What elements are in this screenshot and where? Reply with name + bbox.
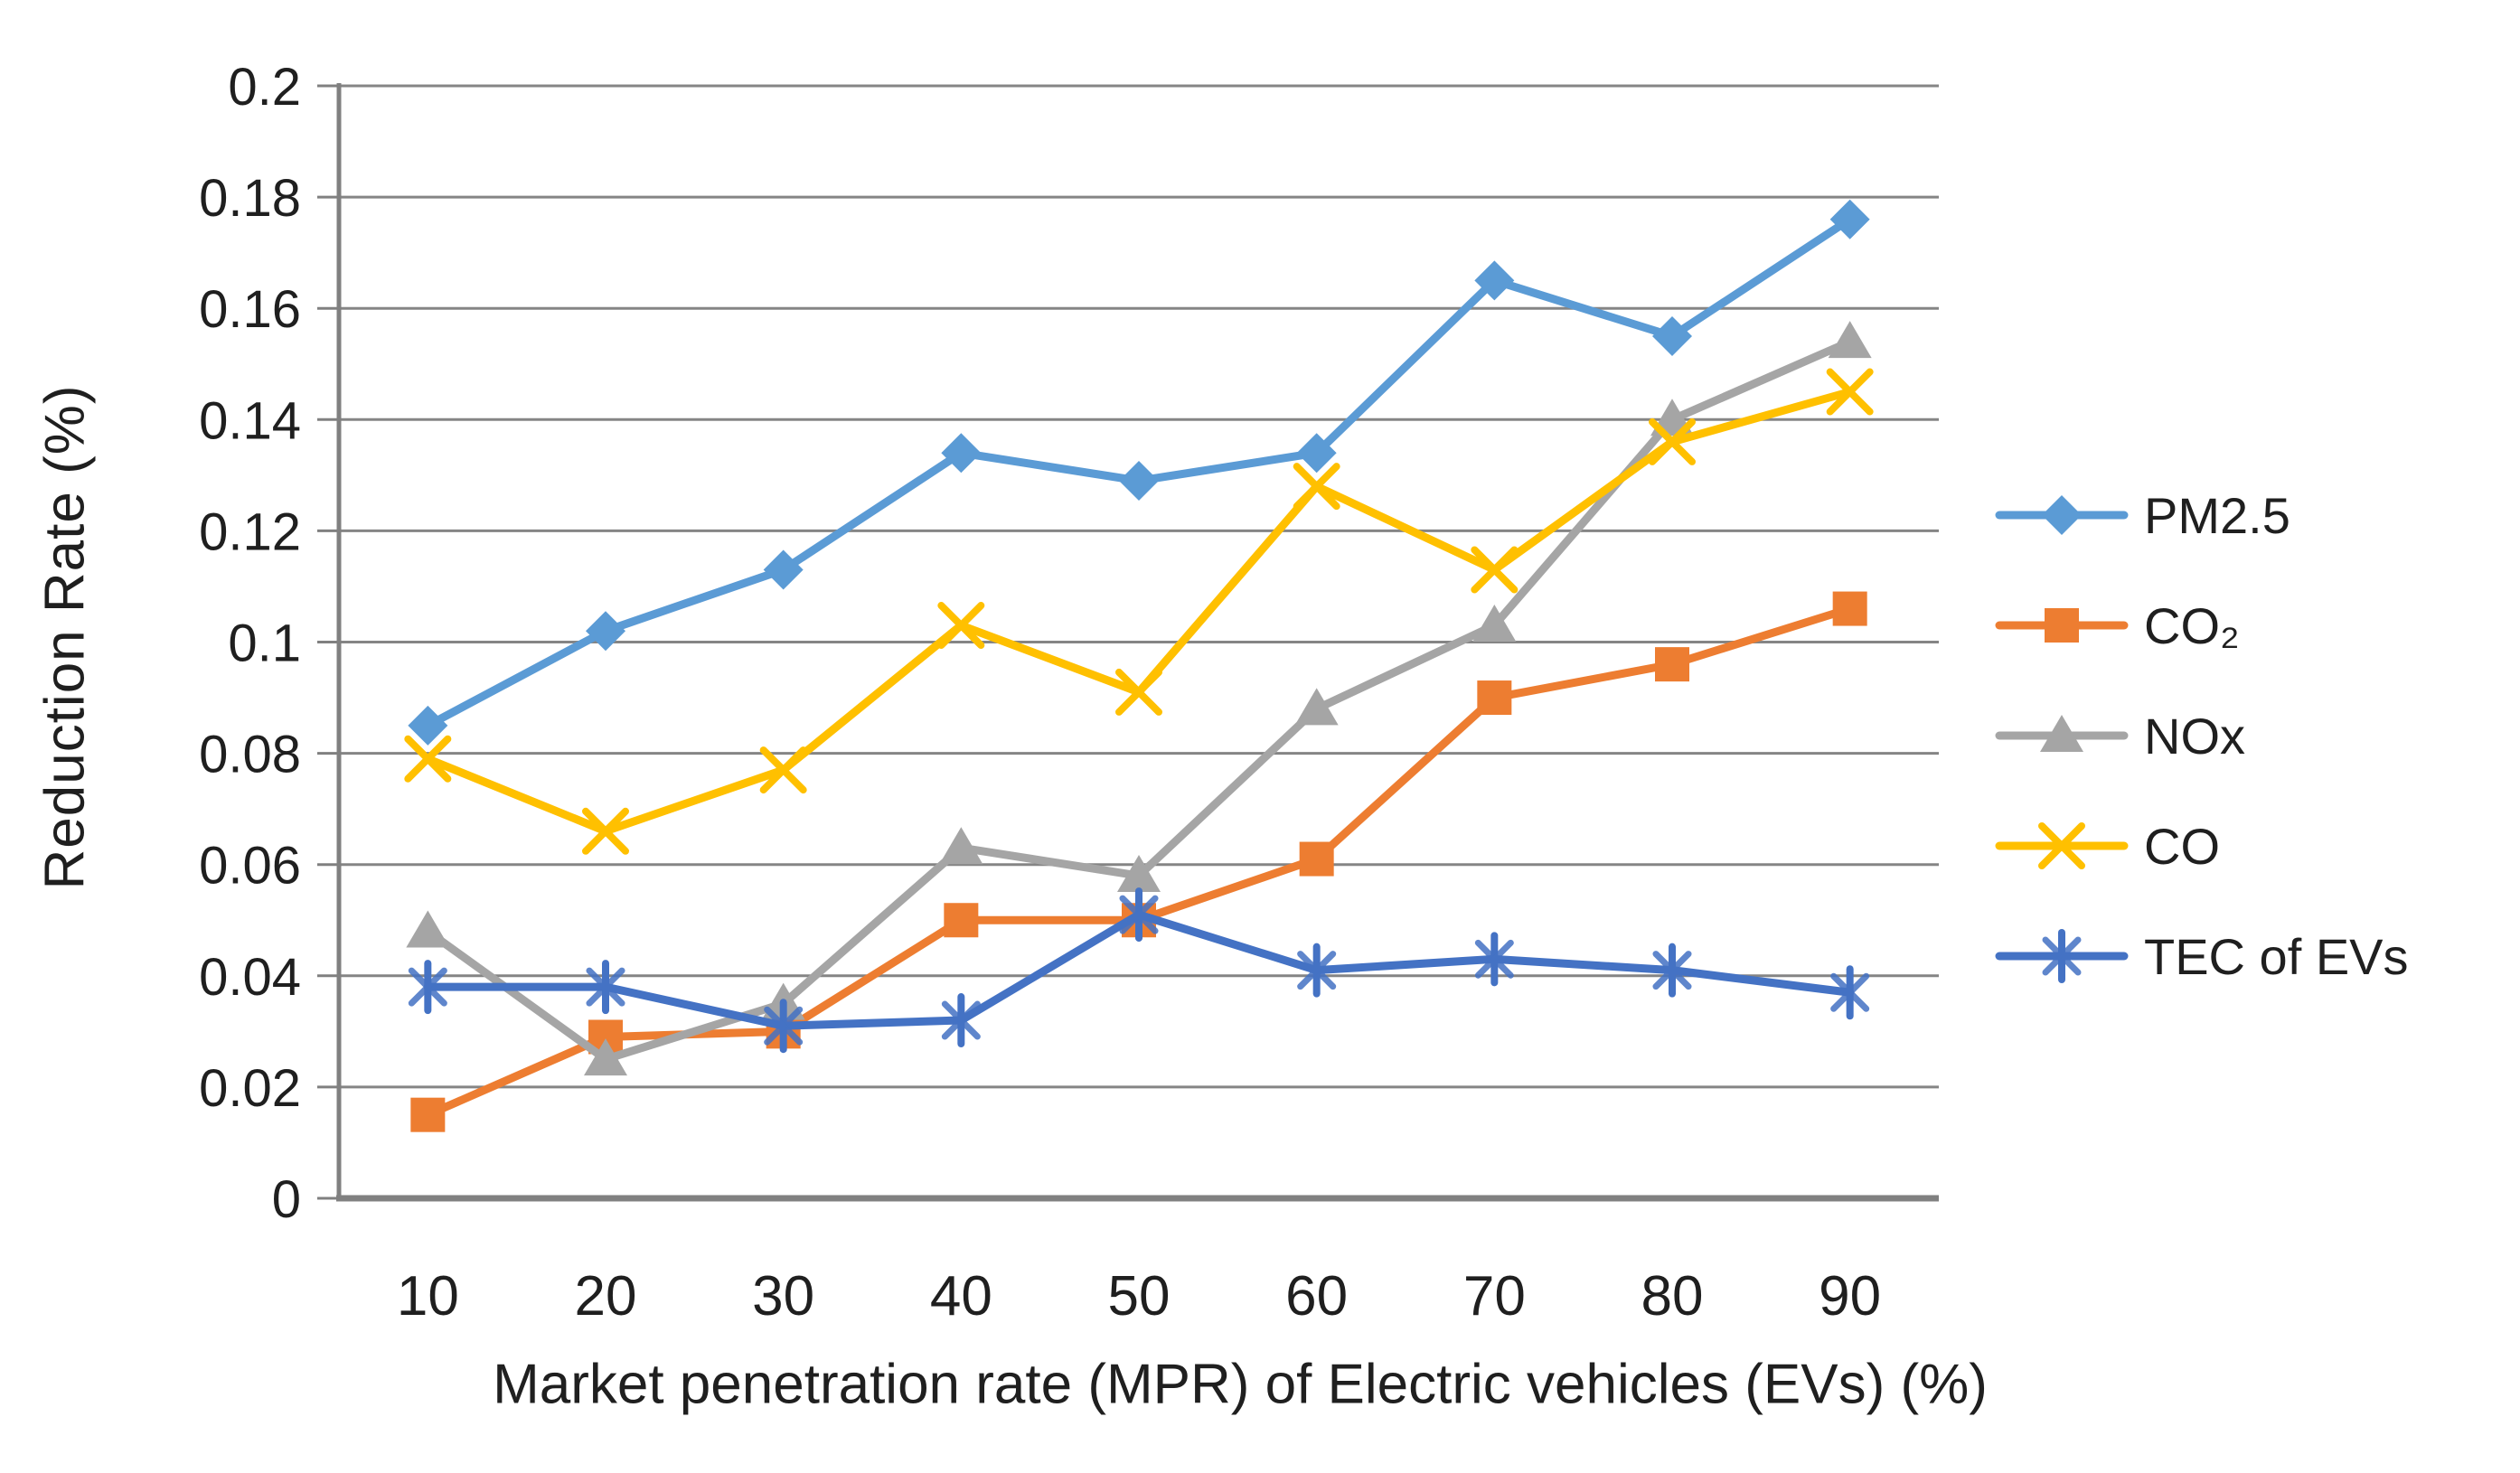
- pm2-5-marker: [586, 611, 625, 652]
- nox-marker: [1828, 321, 1872, 359]
- y-tick-label: 0.04: [199, 948, 301, 1007]
- x-tick-label: 20: [575, 1265, 637, 1328]
- pm2-5-marker: [408, 705, 448, 746]
- nox-marker: [584, 1038, 627, 1076]
- y-tick-label: 0.16: [199, 280, 301, 339]
- legend-label-tec-of-evs: TEC of EVs: [2144, 927, 2409, 985]
- co-marker: [404, 735, 452, 783]
- legend-label-co: CO: [2144, 817, 2220, 875]
- y-axis-title: Reduction Rate (%): [33, 384, 97, 890]
- co-marker: [1471, 546, 1519, 594]
- pm2-5-marker: [1829, 199, 1870, 239]
- co-marker: [1649, 418, 1696, 465]
- x-tick-label: 10: [397, 1265, 459, 1328]
- tec-of-evs-marker: [1830, 972, 1870, 1012]
- legend-label-co2: CO₂: [2144, 596, 2240, 654]
- tec-of-evs-marker: [764, 1006, 804, 1046]
- pm2-5-marker: [763, 549, 804, 590]
- legend: PM2.5 CO₂ NOx CO TEC of EVs: [1994, 0, 2500, 1473]
- y-tick-label: 0.06: [199, 837, 301, 896]
- y-tick-label: 0.1: [228, 615, 301, 673]
- nox-marker: [1294, 688, 1339, 726]
- y-tick-label: 0: [272, 1170, 301, 1229]
- legend-item-co2: CO₂: [1994, 594, 2240, 657]
- nox-marker: [1117, 855, 1161, 893]
- co-marker: [1115, 668, 1162, 716]
- nox-marker: [1472, 605, 1517, 643]
- tec-of-evs-marker: [1119, 895, 1159, 934]
- pm2-5-marker: [941, 433, 982, 474]
- tec-of-evs-legend-marker-icon: [1995, 929, 2129, 983]
- co-marker: [944, 903, 979, 938]
- pm2-5-marker: [1652, 315, 1692, 356]
- legend-label-nox: NOx: [2144, 707, 2245, 765]
- co-marker: [1832, 591, 1867, 626]
- nox-marker: [939, 827, 983, 865]
- co-marker: [759, 746, 807, 794]
- legend-item-nox: NOx: [1994, 704, 2245, 767]
- co2-legend-marker-icon: [1995, 608, 2129, 643]
- y-tick-label: 0.02: [199, 1059, 301, 1118]
- co-marker: [1477, 680, 1512, 716]
- x-tick-label: 80: [1641, 1265, 1704, 1328]
- tec-of-evs-marker: [1297, 951, 1337, 990]
- tec-of-evs-marker: [1652, 951, 1692, 990]
- legend-item-pm2-5: PM2.5: [1994, 483, 2290, 547]
- co-marker: [937, 602, 985, 650]
- pm2-5-marker: [1474, 260, 1515, 301]
- legend-label-pm2-5: PM2.5: [2144, 486, 2290, 544]
- x-tick-label: 70: [1463, 1265, 1526, 1328]
- nox-marker: [406, 910, 450, 948]
- nox-line: [423, 337, 1855, 1064]
- x-tick-label: 30: [752, 1265, 814, 1328]
- x-axis-title: Market penetration rate (MPR) of Electri…: [493, 1353, 1988, 1416]
- co-legend-marker-icon: [1995, 822, 2129, 869]
- y-tick-label: 0.12: [199, 502, 301, 561]
- tec-of-evs-marker: [408, 967, 447, 1007]
- pm2-5-marker: [1296, 433, 1337, 474]
- pm2-5-marker: [1119, 461, 1159, 502]
- co-marker: [1655, 647, 1689, 682]
- co-marker: [410, 1097, 446, 1132]
- y-tick-label: 0.2: [228, 58, 301, 117]
- legend-item-co: CO: [1994, 814, 2220, 877]
- y-tick-label: 0.08: [199, 726, 301, 784]
- y-tick-label: 0.18: [199, 169, 301, 228]
- nox-legend-marker-icon: [1995, 715, 2129, 752]
- x-tick-label: 90: [1819, 1265, 1881, 1328]
- tec-of-evs-marker: [941, 1000, 981, 1040]
- pm2-5-legend-marker-icon: [1995, 495, 2129, 535]
- x-tick-label: 40: [930, 1265, 992, 1328]
- y-tick-label: 0.14: [199, 391, 301, 450]
- x-tick-label: 50: [1108, 1265, 1171, 1328]
- x-tick-label: 60: [1285, 1265, 1348, 1328]
- co-marker: [582, 807, 629, 855]
- legend-item-tec-of-evs: TEC of EVs: [1994, 924, 2409, 988]
- co-marker: [1293, 463, 1340, 511]
- co-marker: [1826, 368, 1874, 416]
- tec-of-evs-marker: [1474, 939, 1514, 979]
- tec-of-evs-marker: [586, 967, 625, 1007]
- co-marker: [1299, 841, 1334, 877]
